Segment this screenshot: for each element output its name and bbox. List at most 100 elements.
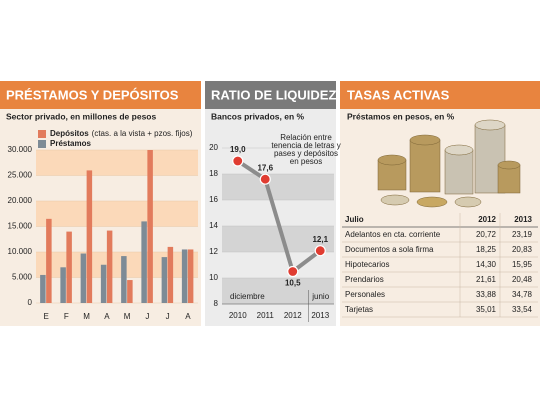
bar	[40, 274, 46, 303]
table-cell: Personales	[345, 290, 385, 299]
panel-subtitle: Bancos privados, en %	[211, 111, 304, 121]
table-cell: 15,95	[512, 260, 533, 269]
table-cell: Prendarios	[345, 275, 384, 284]
annotation: junio	[311, 292, 329, 301]
bar	[147, 150, 153, 303]
bar	[141, 221, 147, 303]
y-tick-label: 0	[28, 298, 33, 307]
annotation: tenencia de letras y	[271, 141, 340, 150]
panel-header	[0, 81, 201, 109]
annotation: en pesos	[290, 157, 322, 166]
bar	[167, 246, 174, 303]
y-tick-label: 25.000	[8, 171, 33, 180]
panel-title: TASAS ACTIVAS	[347, 87, 450, 102]
legend-label: Depósitos	[50, 129, 89, 138]
grid-band	[222, 278, 334, 304]
bar	[60, 267, 66, 303]
value-label: 19,0	[230, 145, 246, 154]
x-tick-label: M	[124, 312, 131, 321]
x-tick-label: J	[166, 312, 170, 321]
table-cell: 14,30	[476, 260, 497, 269]
marker	[314, 245, 326, 257]
table-cell: 20,83	[512, 245, 533, 254]
coins	[377, 119, 521, 208]
table-cell: 35,01	[476, 305, 497, 314]
bar	[127, 280, 133, 303]
value-label: 10,5	[285, 279, 301, 288]
grid-band	[36, 252, 198, 278]
marker	[287, 265, 299, 278]
marker	[259, 173, 271, 185]
panel-subtitle: Préstamos en pesos, en %	[347, 111, 455, 121]
table-cell: Documentos a sola firma	[345, 245, 434, 254]
table-cell: 21,61	[476, 275, 497, 284]
grid-band	[222, 226, 334, 252]
y-tick-label: 20	[209, 143, 218, 152]
x-tick-label: A	[185, 312, 191, 321]
legend-swatch	[38, 130, 46, 138]
y-tick-label: 18	[209, 169, 218, 178]
bar	[46, 218, 52, 303]
x-tick-label: E	[43, 312, 48, 321]
table-cell: 33,88	[476, 290, 497, 299]
y-tick-label: 8	[214, 299, 219, 308]
x-tick-label: 2012	[284, 311, 302, 320]
x-tick-label: A	[104, 312, 110, 321]
table-cell: Tarjetas	[345, 305, 373, 314]
annotation: diciembre	[230, 292, 265, 301]
bar	[106, 230, 113, 303]
y-tick-label: 10	[209, 273, 218, 282]
table-cell: 20,48	[512, 275, 533, 284]
x-tick-label: 2013	[311, 311, 329, 320]
bar	[100, 264, 107, 303]
x-tick-label: 2011	[257, 311, 275, 320]
table-cell: 34,78	[512, 290, 533, 299]
y-tick-label: 12	[209, 247, 218, 256]
y-tick-label: 16	[209, 195, 218, 204]
x-tick-label: F	[64, 312, 69, 321]
line	[236, 159, 322, 274]
grid-band	[36, 150, 198, 176]
table-header: 2013	[514, 215, 532, 224]
table-header: Julio	[345, 215, 364, 224]
panel-header	[205, 81, 336, 109]
value-label: 17,6	[257, 163, 273, 172]
table-header: 2012	[478, 215, 496, 224]
x-tick-label: J	[145, 312, 149, 321]
value-label: 12,1	[312, 235, 328, 244]
y-tick-label: 30.000	[8, 145, 33, 154]
bar	[181, 249, 188, 303]
x-tick-label: M	[83, 312, 90, 321]
y-tick-label: 15.000	[8, 222, 33, 231]
y-tick-label: 5.000	[12, 273, 33, 282]
bar	[121, 256, 127, 303]
y-tick-label: 14	[209, 221, 218, 230]
table-cell: 18,25	[476, 245, 497, 254]
marker	[232, 155, 244, 167]
y-tick-label: 20.000	[8, 196, 33, 205]
bar	[86, 170, 93, 303]
bar	[66, 231, 72, 303]
legend-label: Préstamos	[50, 139, 91, 148]
bar	[187, 249, 194, 303]
y-tick-label: 10.000	[8, 247, 33, 256]
panel-header	[340, 81, 540, 109]
table-cell: Adelantos en cta. corriente	[345, 230, 441, 239]
grid-band	[36, 201, 198, 227]
x-tick-label: 2010	[229, 311, 247, 320]
table-cell: 20,72	[476, 230, 497, 239]
annotation: Relación entre	[280, 133, 332, 142]
table-cell: 33,54	[512, 305, 533, 314]
grid-band	[222, 174, 334, 200]
panel-title: PRÉSTAMOS Y DEPÓSITOS	[6, 87, 179, 102]
legend-swatch	[38, 140, 46, 148]
table-cell: 23,19	[512, 230, 533, 239]
annotation: pases y depósitos	[274, 149, 338, 158]
table-cell: Hipotecarios	[345, 260, 389, 269]
bar	[161, 257, 168, 303]
bar	[80, 253, 87, 303]
panel-title: RATIO DE LIQUIDEZ	[211, 87, 336, 102]
panel-subtitle: Sector privado, en millones de pesos	[6, 111, 156, 121]
legend-note: (ctas. a la vista + pzos. fijos)	[92, 129, 193, 138]
